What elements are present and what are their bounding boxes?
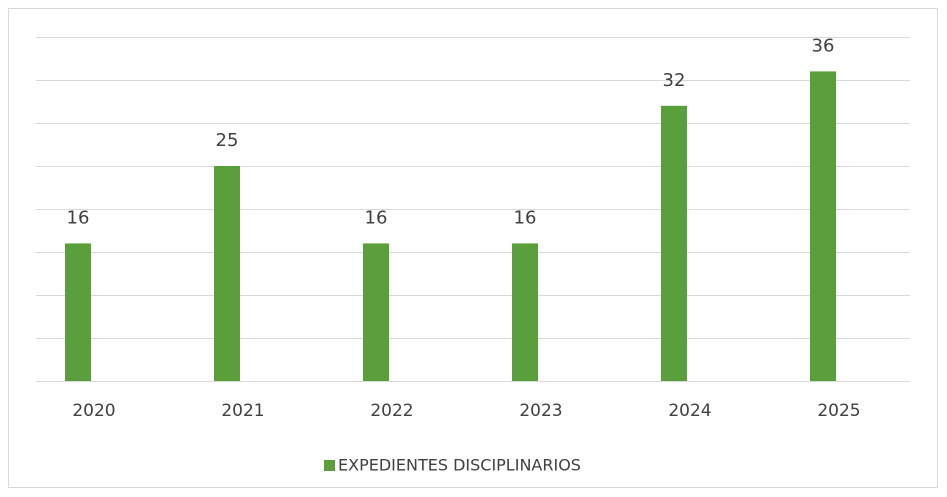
chart-frame (8, 8, 938, 488)
bar (214, 166, 240, 381)
x-tick-label: 2023 (519, 401, 562, 421)
x-tick-label: 2025 (817, 401, 860, 421)
data-label: 25 (216, 130, 239, 151)
bar (363, 243, 389, 381)
data-label: 32 (663, 70, 686, 91)
x-tick-label: 2020 (72, 401, 115, 421)
data-label: 16 (67, 207, 90, 228)
x-tick-label: 2024 (668, 401, 711, 421)
x-tick-label: 2022 (370, 401, 413, 421)
x-tick-label: 2021 (221, 401, 264, 421)
legend-swatch (324, 460, 335, 471)
bar (512, 243, 538, 381)
data-label: 36 (812, 35, 835, 56)
data-label: 16 (365, 207, 388, 228)
bar (65, 243, 91, 381)
data-label: 16 (514, 207, 537, 228)
bar (661, 105, 687, 382)
bar (810, 71, 836, 382)
legend-label: EXPEDIENTES DISCIPLINARIOS (338, 456, 581, 475)
